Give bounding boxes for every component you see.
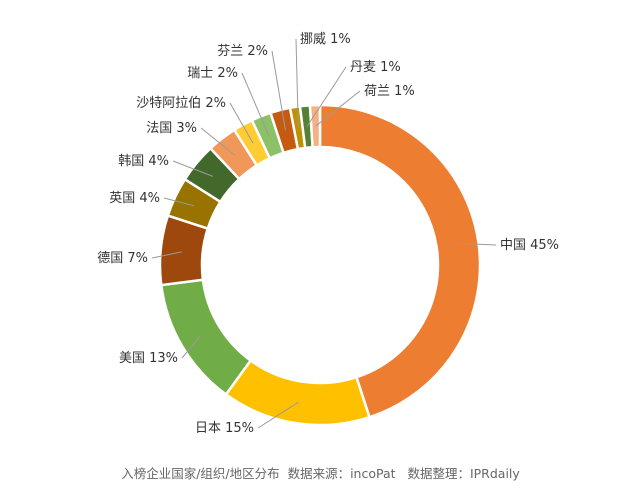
- leader-line-korea: [172, 160, 214, 177]
- slice-japan: [224, 358, 372, 427]
- leader-line-usa: [181, 335, 201, 359]
- leader-line-france: [200, 127, 236, 156]
- slice-label-norway: 挪威 1%: [300, 32, 351, 47]
- slice-label-switzerland: 瑞士 2%: [187, 66, 238, 81]
- leader-line-germany: [151, 251, 182, 259]
- slice-label-finland: 芬兰 2%: [217, 44, 268, 59]
- leader-line-uk: [163, 197, 195, 207]
- leader-line-saudi-arabia: [229, 102, 254, 144]
- slice-label-korea: 韩国 4%: [118, 154, 169, 169]
- leader-line-norway: [295, 38, 299, 128]
- slice-label-saudi-arabia: 沙特阿拉伯 2%: [136, 96, 226, 111]
- slice-label-japan: 日本 15%: [195, 421, 254, 436]
- leader-lines: [151, 38, 497, 429]
- slice-china: [318, 103, 482, 419]
- leader-line-japan: [257, 401, 299, 429]
- slice-netherlands: [308, 103, 322, 149]
- slice-label-denmark: 丹麦 1%: [350, 60, 401, 75]
- slice-label-usa: 美国 13%: [119, 351, 178, 366]
- slice-usa: [159, 278, 253, 397]
- slice-label-uk: 英国 4%: [109, 191, 160, 206]
- leader-line-china: [457, 242, 497, 246]
- slice-label-france: 法国 3%: [146, 121, 197, 136]
- slice-label-germany: 德国 7%: [97, 251, 148, 266]
- chart-caption: 入榜企业国家/组织/地区分布 数据来源：incoPat 数据整理：IPRdail…: [121, 466, 520, 481]
- donut-slices: [158, 103, 482, 427]
- leader-line-switzerland: [241, 72, 270, 136]
- leader-line-netherlands: [315, 90, 361, 127]
- slice-labels: 中国 45% 日本 15% 美国 13% 德国 7% 英国 4% 韩国 4% 法国 3% 沙特…: [97, 32, 559, 436]
- slice-label-china: 中国 45%: [500, 238, 559, 253]
- slice-label-netherlands: 荷兰 1%: [364, 84, 415, 99]
- leader-line-denmark: [306, 66, 347, 127]
- leader-line-finland: [271, 50, 286, 131]
